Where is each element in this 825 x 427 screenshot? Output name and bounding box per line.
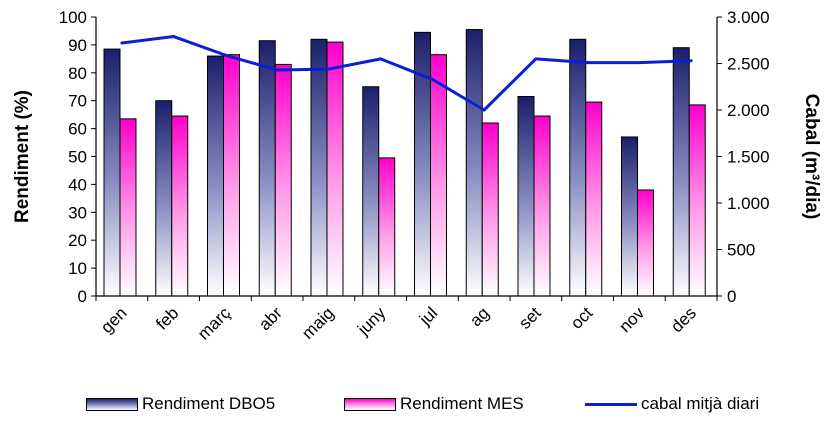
y-tick-label-left: 30 <box>68 203 87 222</box>
y-tick-label-left: 70 <box>68 92 87 111</box>
bar-dbo5-nov <box>621 136 638 297</box>
point-cabal-oct <box>586 61 590 65</box>
bar-mes-set <box>533 115 551 297</box>
y-tick-label-left: 100 <box>59 8 87 27</box>
bar-mes-jul <box>430 54 447 297</box>
y-tick-label-right: 3.000 <box>727 8 770 27</box>
x-tick-label-set: set <box>515 303 545 333</box>
x-tick-label-jul: jul <box>415 303 441 329</box>
bar-mes-març <box>223 54 240 297</box>
bar-mes-abr <box>274 63 292 297</box>
bar-dbo5-març <box>207 55 224 297</box>
point-cabal-feb <box>172 35 176 39</box>
point-cabal-ag <box>482 108 486 112</box>
point-cabal-set <box>534 57 538 61</box>
bar-dbo5-feb <box>155 100 173 297</box>
y-axis-title-left: Rendiment (%) <box>12 90 33 223</box>
bar-dbo5-oct <box>569 38 587 297</box>
y-tick-label-right: 2.500 <box>727 55 770 74</box>
legend-swatch-dbo5 <box>86 397 138 411</box>
line-cabal <box>121 35 692 112</box>
y-axis-title-right: Cabal (m³/dia) <box>801 94 822 220</box>
bar-dbo5-des <box>672 47 690 297</box>
bar-mes-maig <box>326 41 344 297</box>
y-tick-label-left: 0 <box>78 287 87 306</box>
point-cabal-gen <box>120 41 124 45</box>
x-tick-label-des: des <box>667 303 700 336</box>
x-tick-label-gen: gen <box>97 303 130 336</box>
y-tick-label-right: 2.000 <box>727 101 770 120</box>
y-tick-label-left: 60 <box>68 120 87 139</box>
y-tick-label-left: 10 <box>68 259 87 278</box>
legend-label-dbo5: Rendiment DBO5 <box>142 394 276 413</box>
point-cabal-abr <box>275 68 279 72</box>
point-cabal-maig <box>327 67 331 71</box>
bar-mes-oct <box>585 101 603 297</box>
y-tick-label-left: 20 <box>68 231 87 250</box>
x-tick-label-abr: abr <box>255 303 286 334</box>
y-tick-label-right: 1.500 <box>727 148 770 167</box>
bar-dbo5-ag <box>465 29 483 297</box>
y-tick-label-right: 1.000 <box>727 194 770 213</box>
y-tick-label-left: 80 <box>68 64 87 83</box>
point-cabal-nov <box>637 61 641 65</box>
bar-dbo5-juny <box>362 86 380 297</box>
point-cabal-juny <box>379 57 383 61</box>
bar-mes-nov <box>637 189 654 297</box>
bar-dbo5-gen <box>103 48 121 297</box>
x-tick-label-oct: oct <box>567 303 597 333</box>
bar-dbo5-set <box>517 96 535 297</box>
legend-swatch-mes <box>344 397 396 411</box>
legend-item-cabal: cabal mitjà diari <box>585 394 759 414</box>
bar-dbo5-abr <box>258 40 276 297</box>
y-tick-label-right: 500 <box>727 241 755 260</box>
bar-dbo5-maig <box>310 38 328 297</box>
bar-mes-feb <box>171 115 189 297</box>
x-tick-label-feb: feb <box>152 303 182 333</box>
legend-label-cabal: cabal mitjà diari <box>641 394 760 413</box>
chart-plot: 0 10 20 30 40 50 60 70 80 90 100 0 500 1.000 1.500 2.00… <box>12 8 822 344</box>
point-cabal-març <box>223 53 227 57</box>
legend-swatch-cabal <box>585 402 637 406</box>
legend-item-dbo5: Rendiment DBO5 <box>86 394 275 414</box>
point-cabal-jul <box>430 77 434 81</box>
y-tick-label-left: 50 <box>68 148 87 167</box>
x-tick-label-juny: juny <box>353 303 390 340</box>
legend-item-mes: Rendiment MES <box>344 394 524 414</box>
bar-mes-juny <box>378 157 396 297</box>
x-tick-label-ag: ag <box>466 303 493 330</box>
y-tick-label-left: 90 <box>68 36 87 55</box>
legend-label-mes: Rendiment MES <box>400 394 524 413</box>
legend: Rendiment DBO5 Rendiment MES cabal mitjà… <box>0 394 825 422</box>
x-tick-label-nov: nov <box>615 303 648 336</box>
bar-mes-gen <box>119 118 137 297</box>
x-tick-label-març: març <box>194 303 235 344</box>
bar-mes-ag <box>481 122 499 297</box>
x-tick-label-maig: maig <box>298 303 337 342</box>
point-cabal-des <box>689 59 693 63</box>
bar-mes-des <box>688 104 706 297</box>
y-tick-label-left: 40 <box>68 175 87 194</box>
y-tick-label-right: 0 <box>727 287 736 306</box>
